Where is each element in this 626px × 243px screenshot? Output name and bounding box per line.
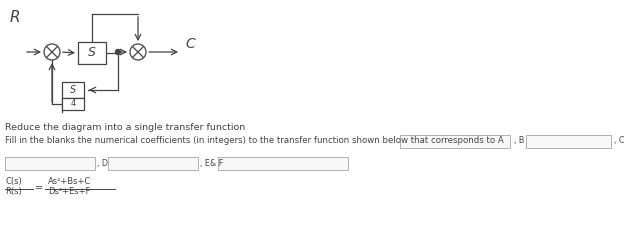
Text: R(s): R(s): [5, 187, 22, 196]
Text: S: S: [70, 85, 76, 95]
Text: , D: , D: [97, 159, 108, 168]
Text: =: =: [35, 183, 43, 193]
Circle shape: [44, 44, 60, 60]
Text: & F: & F: [210, 159, 223, 168]
Bar: [5, 157, 95, 170]
Circle shape: [130, 44, 146, 60]
Text: Reduce the diagram into a single transfer function: Reduce the diagram into a single transfe…: [5, 123, 245, 132]
Text: Fill in the blanks the numerical coefficients (in integers) to the transfer func: Fill in the blanks the numerical coeffic…: [5, 136, 504, 145]
Text: , E: , E: [200, 159, 210, 168]
Text: , B: , B: [514, 136, 525, 145]
Bar: [108, 157, 198, 170]
Bar: [526, 135, 611, 148]
Text: , C: , C: [614, 136, 625, 145]
Text: Ds²+Es+F: Ds²+Es+F: [48, 187, 90, 196]
Circle shape: [116, 50, 120, 54]
Text: As²+Bs+C: As²+Bs+C: [48, 177, 91, 186]
Bar: [78, 42, 106, 64]
Text: S: S: [88, 46, 96, 60]
Text: 4: 4: [70, 99, 76, 109]
Text: C: C: [185, 37, 195, 51]
Bar: [62, 82, 84, 98]
Bar: [218, 157, 348, 170]
Bar: [62, 98, 84, 110]
Text: C(s): C(s): [5, 177, 22, 186]
Bar: [400, 135, 510, 148]
Text: R: R: [10, 10, 21, 25]
